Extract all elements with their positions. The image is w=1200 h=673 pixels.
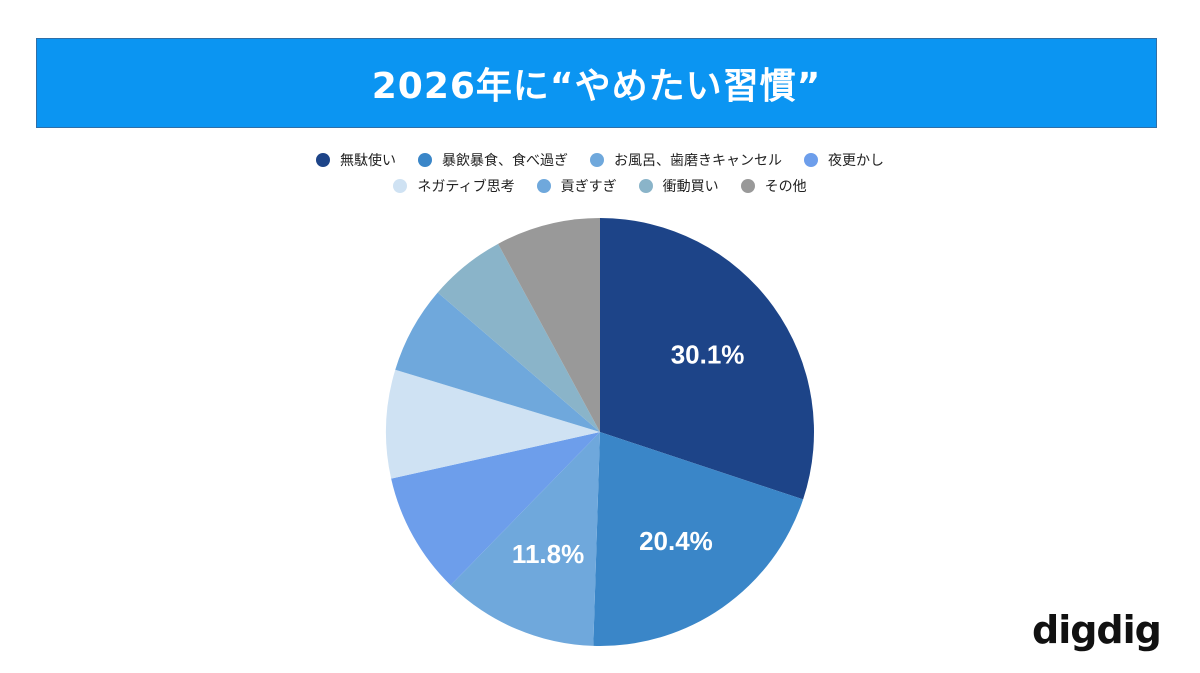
legend-item: 無駄使い <box>316 150 396 170</box>
pie-slice <box>391 432 600 586</box>
legend-swatch <box>418 153 432 167</box>
slice-label: 11.8% <box>512 539 584 569</box>
legend-item: お風呂、歯磨きキャンセル <box>590 150 782 170</box>
pie-slice <box>593 432 804 646</box>
legend-label: 衝動買い <box>662 179 719 195</box>
legend: 無駄使い 暴飲暴食、食べ過ぎ お風呂、歯磨きキャンセル 夜更かし ネガティブ思考… <box>0 150 1200 196</box>
pie-slice <box>498 218 600 432</box>
legend-item: 貢ぎすぎ <box>536 176 617 196</box>
legend-label: 無駄使い <box>340 153 396 169</box>
pie-chart: 30.1% 20.4% 11.8% <box>385 217 815 647</box>
legend-label: その他 <box>764 179 807 195</box>
legend-item: ネガティブ思考 <box>393 176 515 196</box>
chart-title: 2026年に“やめたい習慣” <box>371 66 822 107</box>
legend-label: 夜更かし <box>828 153 884 169</box>
brand-logo: digdig <box>1032 608 1162 652</box>
legend-swatch <box>536 179 551 193</box>
legend-label: お風呂、歯磨きキャンセル <box>614 153 782 169</box>
legend-item: 夜更かし <box>804 150 884 170</box>
legend-item: その他 <box>740 176 807 196</box>
legend-item: 衝動買い <box>638 176 719 196</box>
legend-swatch <box>590 153 604 167</box>
legend-swatch <box>804 153 818 167</box>
pie-svg: 30.1% 20.4% 11.8% <box>386 218 814 646</box>
legend-label: 貢ぎすぎ <box>560 179 617 195</box>
legend-label: 暴飲暴食、食べ過ぎ <box>442 153 568 169</box>
legend-item: 暴飲暴食、食べ過ぎ <box>418 150 568 170</box>
slice-label: 20.4% <box>639 526 713 556</box>
legend-swatch <box>393 179 408 193</box>
legend-swatch <box>740 179 755 193</box>
legend-swatch <box>638 179 653 193</box>
title-banner: 2026年に“やめたい習慣” <box>36 38 1157 128</box>
pie-slice <box>395 292 600 432</box>
pie-slice <box>386 369 600 479</box>
legend-label: ネガティブ思考 <box>417 179 515 195</box>
pie-slice <box>450 432 600 646</box>
legend-row-2: ネガティブ思考 貢ぎすぎ 衝動買い その他 <box>393 176 807 196</box>
slice-label: 30.1% <box>671 339 745 369</box>
pie-slice <box>600 218 814 500</box>
legend-swatch <box>316 153 330 167</box>
pie-slice <box>437 243 600 432</box>
legend-row-1: 無駄使い 暴飲暴食、食べ過ぎ お風呂、歯磨きキャンセル 夜更かし <box>316 150 884 170</box>
